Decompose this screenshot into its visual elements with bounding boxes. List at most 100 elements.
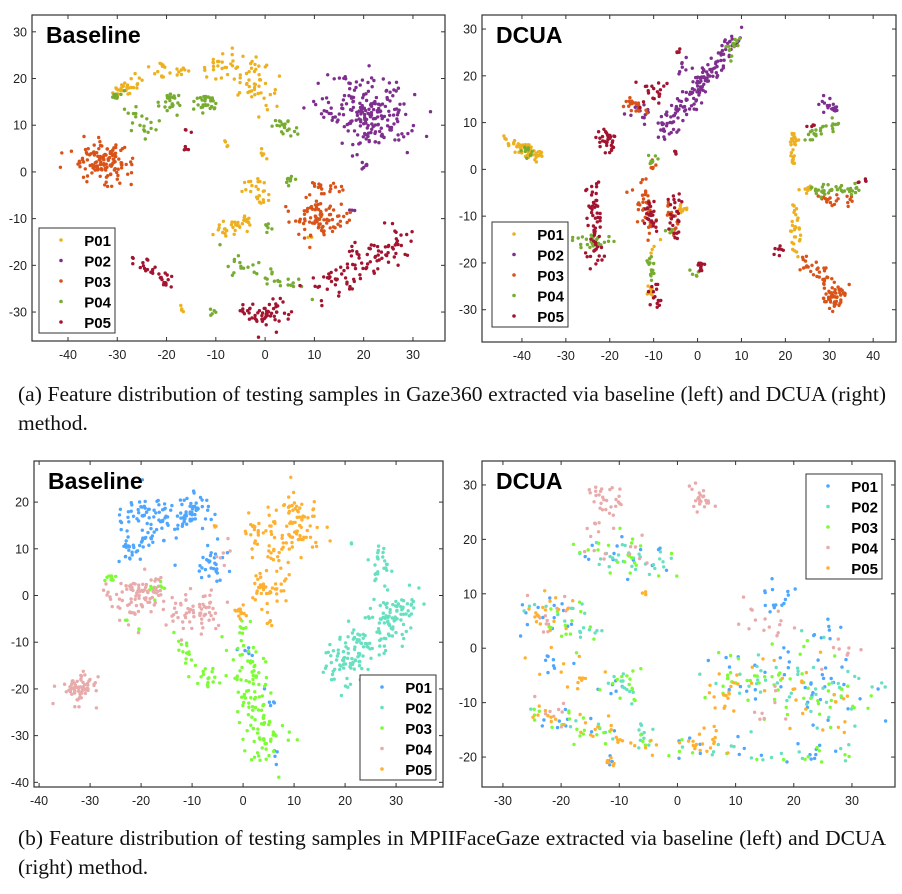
data-point <box>299 525 303 529</box>
data-point <box>664 568 669 572</box>
data-point <box>605 140 609 144</box>
data-point <box>140 528 144 532</box>
data-point <box>154 511 158 515</box>
data-point <box>728 671 733 675</box>
data-point <box>748 678 752 683</box>
data-point <box>697 497 701 501</box>
data-point <box>628 689 632 694</box>
data-point <box>289 520 293 524</box>
data-point <box>175 113 179 117</box>
data-point <box>585 242 590 247</box>
data-point <box>572 661 576 666</box>
data-point <box>369 76 374 80</box>
data-point <box>247 78 251 82</box>
data-point <box>280 723 285 728</box>
data-point <box>585 216 589 220</box>
data-point <box>571 235 575 240</box>
data-point <box>270 124 274 128</box>
data-point <box>314 540 318 545</box>
data-point <box>813 189 818 193</box>
data-point <box>271 733 275 737</box>
data-point <box>680 61 684 65</box>
data-point <box>264 312 268 317</box>
data-point <box>134 550 138 554</box>
data-point <box>286 738 290 742</box>
data-point <box>94 689 98 693</box>
data-point <box>677 198 681 202</box>
data-point <box>230 220 234 224</box>
data-point <box>722 39 727 44</box>
data-point <box>354 80 359 84</box>
data-point <box>281 132 285 136</box>
data-point <box>249 659 253 663</box>
data-point <box>533 615 537 619</box>
data-point <box>417 586 421 590</box>
data-point <box>772 697 777 702</box>
data-point <box>713 735 717 740</box>
data-point <box>693 746 697 751</box>
data-point <box>101 588 106 592</box>
data-point <box>589 233 593 237</box>
data-point <box>648 303 652 307</box>
data-point <box>618 526 622 530</box>
data-point <box>157 578 161 582</box>
data-point <box>550 725 554 729</box>
data-point <box>273 520 277 524</box>
data-point <box>728 653 733 658</box>
data-point <box>257 260 261 265</box>
data-point <box>639 667 643 671</box>
data-point <box>274 302 278 306</box>
legend-label: P03 <box>851 520 878 537</box>
data-point <box>292 129 297 134</box>
data-point <box>320 97 325 101</box>
data-point <box>628 571 632 575</box>
data-point <box>364 163 368 167</box>
data-point <box>140 478 145 482</box>
data-point <box>160 526 164 530</box>
data-point <box>312 221 317 225</box>
data-point <box>81 669 86 673</box>
data-point <box>711 74 715 79</box>
data-point <box>724 45 728 49</box>
data-point <box>111 148 115 152</box>
data-point <box>369 104 374 109</box>
data-point <box>361 636 365 640</box>
data-point <box>338 224 343 228</box>
data-point <box>785 698 789 703</box>
data-point <box>391 94 395 98</box>
data-point <box>168 71 172 75</box>
data-point <box>864 179 868 183</box>
data-point <box>820 99 824 104</box>
data-point <box>337 76 342 80</box>
data-point <box>173 563 177 567</box>
data-point <box>714 71 718 75</box>
data-point <box>697 732 702 736</box>
data-point <box>264 660 268 664</box>
data-point <box>552 666 557 670</box>
data-point <box>77 705 81 709</box>
data-point <box>141 582 145 586</box>
data-point <box>824 292 828 296</box>
data-point <box>596 130 601 134</box>
data-point <box>730 34 734 38</box>
data-point <box>593 226 598 230</box>
data-point <box>821 93 826 98</box>
data-point <box>156 584 161 588</box>
data-point <box>333 185 338 189</box>
data-point <box>351 99 356 104</box>
data-point <box>225 72 230 77</box>
data-point <box>181 522 185 526</box>
data-points <box>51 475 426 779</box>
data-point <box>695 81 699 85</box>
data-point <box>119 166 124 170</box>
data-point <box>180 502 184 507</box>
data-point <box>768 610 772 614</box>
data-point <box>196 681 200 686</box>
data-point <box>284 204 288 209</box>
data-point <box>592 500 596 504</box>
data-point <box>316 226 321 230</box>
data-point <box>684 90 688 95</box>
data-point <box>637 552 641 556</box>
data-point <box>649 219 654 223</box>
